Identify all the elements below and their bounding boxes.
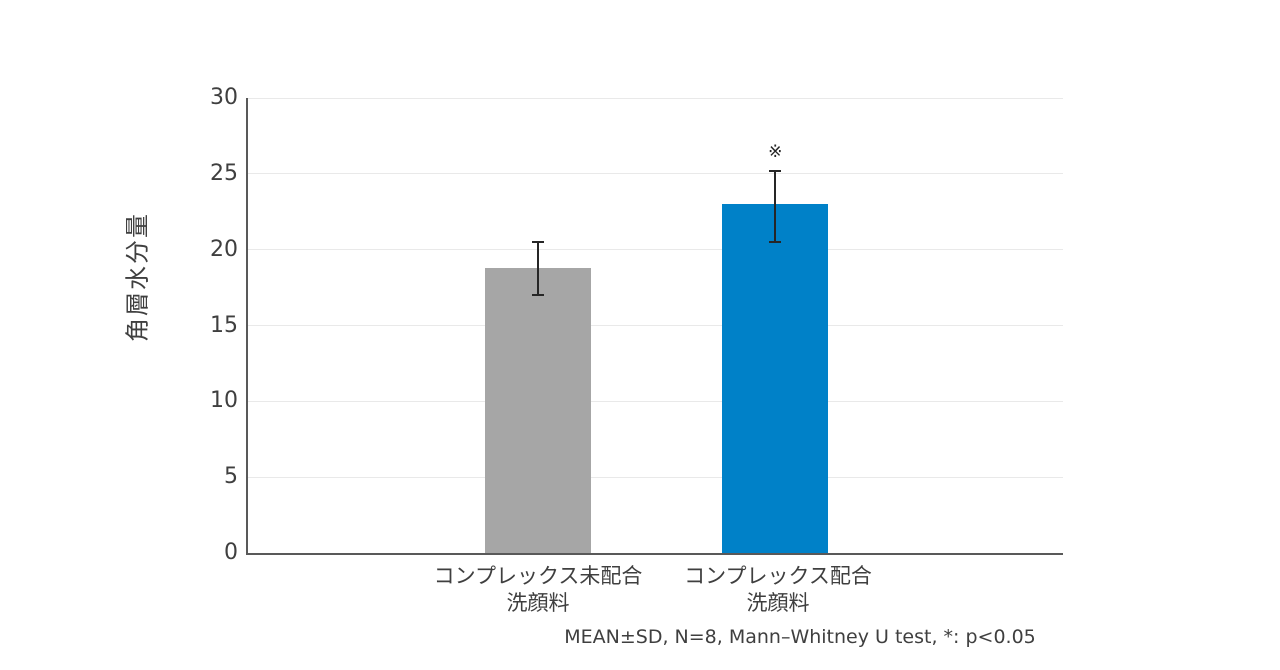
gridline (248, 249, 1063, 251)
error-bar (774, 170, 777, 243)
y-tick-label: 5 (224, 464, 238, 490)
x-axis-line (246, 553, 1063, 555)
significance-mark: ※ (768, 141, 783, 162)
y-tick-label: 10 (210, 388, 238, 414)
error-bar-cap (532, 241, 545, 244)
x-category-label-uncombined: コンプレックス未配合 洗顔料 (434, 563, 643, 617)
gridline (248, 325, 1063, 326)
gridline (248, 173, 1063, 175)
error-bar-cap (769, 241, 782, 244)
bar-combined (722, 204, 829, 553)
x-category-label-line: コンプレックス配合 (684, 564, 872, 588)
gridline (248, 97, 1063, 99)
x-category-label-combined: コンプレックス配合 洗顔料 (684, 563, 872, 617)
error-bar-cap (532, 294, 545, 297)
error-bar (537, 242, 540, 296)
error-bar-cap (769, 169, 782, 172)
plot-area: ※ (246, 97, 1063, 555)
y-tick-label: 25 (210, 160, 238, 186)
stats-footnote: MEAN±SD, N=8, Mann–Whitney U test, *: p<… (564, 626, 1036, 648)
y-axis-line (246, 98, 248, 553)
x-category-label-line: 洗顔料 (506, 591, 570, 615)
gridline (248, 400, 1063, 402)
y-tick-label: 20 (210, 236, 238, 262)
x-category-label-line: 洗顔料 (746, 591, 810, 615)
y-tick-label: 15 (210, 312, 238, 338)
bar-uncombined (485, 267, 592, 553)
x-category-label-line: コンプレックス未配合 (433, 564, 643, 588)
y-tick-label: 30 (210, 85, 238, 110)
gridline (248, 476, 1063, 478)
y-tick-label: 0 (224, 540, 238, 565)
